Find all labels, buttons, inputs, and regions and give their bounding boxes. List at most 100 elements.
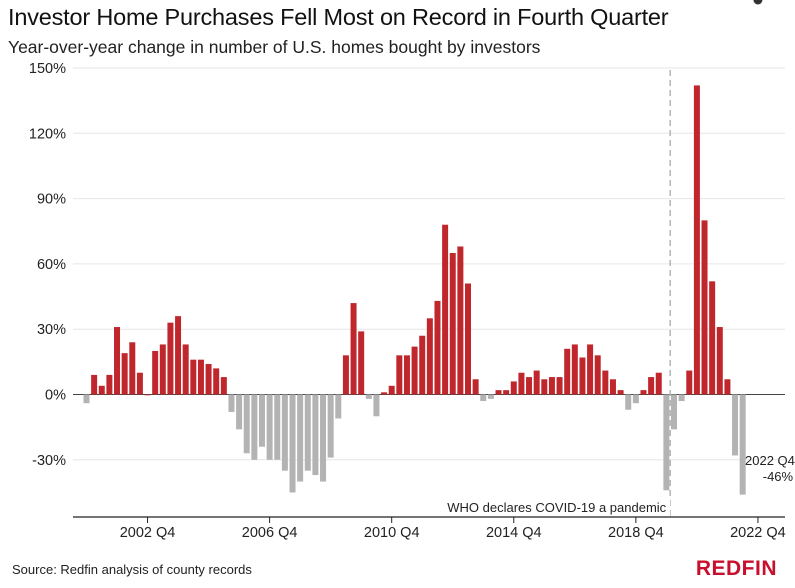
bar-positive: [503, 390, 510, 395]
bar-positive: [655, 372, 662, 395]
bar-positive: [686, 370, 693, 395]
bar-positive: [640, 390, 647, 395]
pandemic-label: WHO declares COVID-19 a pandemic: [447, 500, 666, 515]
bar-positive: [167, 322, 174, 395]
bar-positive: [472, 379, 479, 395]
bar-positive: [617, 390, 624, 395]
bar-positive: [358, 331, 365, 395]
bar-positive: [609, 379, 616, 395]
bar-negative: [228, 394, 235, 412]
bar-positive: [602, 370, 609, 395]
bar-negative: [335, 394, 342, 419]
bar-positive: [106, 374, 113, 395]
bar-positive: [396, 355, 403, 395]
x-tick-label: 2022 Q4: [730, 525, 786, 541]
y-tick-label: 90%: [37, 192, 66, 208]
bar-positive: [175, 316, 182, 395]
bar-positive: [518, 372, 525, 395]
bar-positive: [426, 318, 433, 395]
bar-positive: [510, 381, 517, 395]
bar-positive: [541, 379, 548, 395]
bar-negative: [487, 394, 494, 399]
chart-title: Investor Home Purchases Fell Most on Rec…: [8, 4, 669, 30]
bar-positive: [594, 355, 601, 395]
bar-negative: [373, 394, 380, 417]
bar-negative: [739, 394, 746, 495]
chart-subtitle: Year-over-year change in number of U.S. …: [8, 37, 541, 57]
bar-positive: [220, 377, 227, 395]
bar-positive: [724, 379, 731, 395]
bar-positive: [159, 344, 166, 395]
bar-negative: [243, 394, 250, 454]
bar-positive: [457, 246, 464, 395]
bar-positive: [190, 359, 197, 395]
bar-positive: [205, 364, 212, 395]
bar-positive: [449, 253, 456, 395]
bar-negative: [663, 394, 670, 491]
source-note: Source: Redfin analysis of county record…: [12, 562, 252, 577]
bar-negative: [297, 394, 304, 482]
y-tick-label: 30%: [37, 322, 66, 338]
bar-positive: [403, 355, 410, 395]
bar-negative: [251, 394, 258, 460]
bar-positive: [564, 348, 571, 395]
x-tick-label: 2014 Q4: [486, 525, 542, 541]
bar-positive: [114, 327, 121, 395]
bar-positive: [587, 344, 594, 395]
y-tick-label: 60%: [37, 257, 66, 273]
bar-negative: [266, 394, 273, 460]
bar-positive: [136, 372, 143, 395]
latest-point-marker: [753, 0, 763, 5]
bar-positive: [91, 374, 98, 395]
bar-negative: [281, 394, 288, 471]
bar-negative: [678, 394, 685, 402]
bar-positive: [152, 350, 159, 395]
redfin-logo: REDFIN: [695, 557, 777, 580]
x-tick-label: 2006 Q4: [242, 525, 298, 541]
bar-positive: [342, 355, 349, 395]
y-tick-label: 120%: [29, 126, 66, 142]
bar-negative: [365, 394, 372, 399]
bar-positive: [648, 377, 655, 395]
latest-point-value: -46%: [763, 469, 794, 484]
bar-positive: [526, 377, 533, 395]
bar-positive: [129, 342, 136, 395]
x-tick-label: 2010 Q4: [364, 525, 420, 541]
bar-positive: [693, 85, 700, 395]
bar-positive: [465, 283, 471, 395]
x-tick-label: 2002 Q4: [120, 525, 176, 541]
bar-positive: [197, 359, 204, 395]
bar-positive: [98, 385, 105, 395]
bar-positive: [381, 392, 388, 395]
bar-negative: [236, 394, 243, 430]
pandemic-label-bg: [442, 498, 671, 516]
y-tick-label: 150%: [29, 61, 66, 77]
bar-positive: [716, 327, 723, 395]
bar-negative: [320, 394, 327, 482]
bar-positive: [350, 303, 357, 395]
bar-negative: [83, 394, 90, 404]
y-tick-label: -30%: [32, 453, 66, 469]
bar-positive: [442, 224, 449, 395]
bar-positive: [548, 377, 555, 395]
bar-positive: [495, 390, 502, 395]
y-tick-label: 0%: [45, 388, 66, 404]
bar-positive: [419, 335, 426, 395]
bar-negative: [304, 394, 311, 471]
bar-positive: [213, 368, 220, 395]
bar-negative: [312, 394, 319, 476]
bar-positive: [556, 377, 563, 395]
bar-positive: [701, 220, 708, 395]
bar-negative: [480, 394, 487, 402]
bar-negative: [327, 394, 334, 458]
bar-positive: [411, 346, 418, 395]
bar-positive: [144, 394, 151, 396]
bar-negative: [258, 394, 265, 447]
bar-positive: [182, 344, 189, 395]
bar-negative: [632, 394, 639, 404]
bar-positive: [533, 370, 540, 395]
bar-negative: [671, 394, 678, 430]
bar-negative: [625, 394, 632, 410]
latest-point-label: 2022 Q4: [745, 453, 795, 468]
